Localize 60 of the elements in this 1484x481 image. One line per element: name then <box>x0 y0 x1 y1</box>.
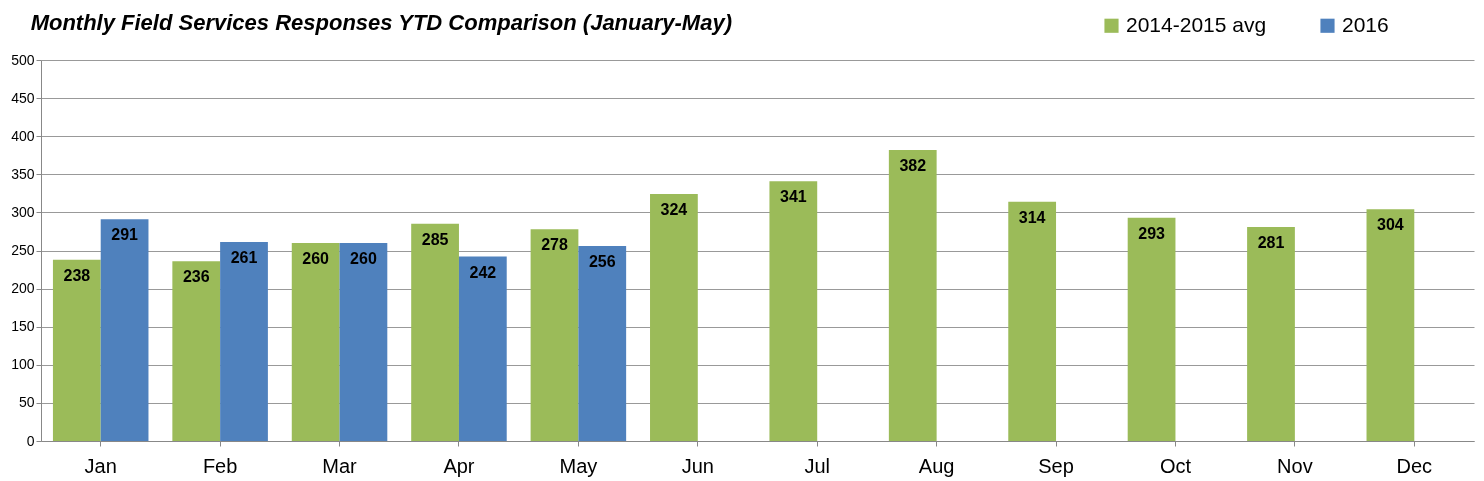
bar <box>339 242 388 441</box>
bar <box>291 242 340 441</box>
data-label: 314 <box>1018 208 1046 226</box>
bar <box>578 245 627 441</box>
bar <box>530 229 579 441</box>
data-label: 278 <box>541 236 568 254</box>
bar <box>1366 209 1415 441</box>
bar <box>458 256 507 441</box>
x-tick-label: Sep <box>1038 454 1074 477</box>
bar <box>220 242 268 441</box>
bar <box>1008 201 1057 441</box>
data-label: 256 <box>588 252 616 270</box>
y-tick-label: 450 <box>11 89 35 106</box>
legend-label: 2014-2015 avg <box>1126 12 1267 36</box>
chart-title: Monthly Field Services Responses YTD Comparison (January-May) <box>30 10 732 35</box>
x-tick-label: Nov <box>1277 454 1313 477</box>
y-tick-label: 250 <box>11 242 35 258</box>
data-label: 242 <box>469 263 497 281</box>
data-label: 304 <box>1377 216 1404 234</box>
x-tick-label: Aug <box>918 454 955 477</box>
x-tick-label: Apr <box>443 454 475 477</box>
y-tick-label: 350 <box>11 165 35 182</box>
x-tick-label: Feb <box>202 454 238 477</box>
data-label: 281 <box>1257 233 1285 251</box>
x-tick-label: May <box>559 454 598 477</box>
x-tick-label: Jul <box>804 454 830 477</box>
x-tick-label: Jan <box>84 454 117 477</box>
bar <box>172 261 221 441</box>
data-label: 291 <box>111 226 139 244</box>
data-label: 324 <box>660 201 688 219</box>
data-label: 341 <box>779 188 807 206</box>
data-label: 260 <box>350 249 377 267</box>
y-tick-label: 300 <box>11 203 35 220</box>
x-tick-label: Jun <box>681 454 714 477</box>
bar <box>769 181 818 441</box>
y-tick-label: 0 <box>26 432 35 449</box>
data-label: 261 <box>230 249 258 267</box>
data-label: 238 <box>63 266 91 284</box>
y-tick-label: 150 <box>11 318 35 335</box>
x-tick-label: Oct <box>1159 454 1192 477</box>
x-tick-label: Mar <box>322 454 358 477</box>
bar <box>888 149 937 441</box>
bar <box>411 223 459 441</box>
data-label: 285 <box>421 230 449 248</box>
data-label: 236 <box>182 268 210 286</box>
y-tick-label: 400 <box>11 127 35 144</box>
x-tick-label: Dec <box>1396 454 1433 477</box>
y-tick-label: 200 <box>11 280 35 297</box>
data-label: 260 <box>302 249 330 267</box>
bar <box>100 219 149 441</box>
y-tick-label: 500 <box>11 51 35 68</box>
data-label: 293 <box>1138 224 1166 242</box>
y-tick-label: 100 <box>11 356 35 373</box>
data-label: 382 <box>899 156 927 174</box>
bar <box>1247 226 1295 441</box>
legend-label: 2016 <box>1342 12 1389 36</box>
y-tick-label: 50 <box>18 394 35 411</box>
bar <box>52 259 101 441</box>
bar <box>1127 217 1176 441</box>
bar <box>650 194 698 441</box>
